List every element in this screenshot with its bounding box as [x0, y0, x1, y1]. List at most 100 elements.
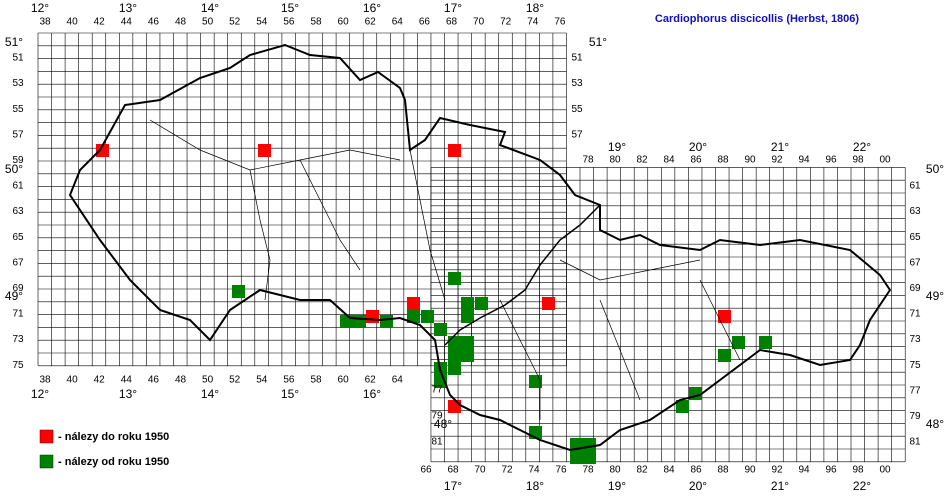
column-label: 74	[528, 465, 540, 476]
column-label: 76	[555, 465, 567, 476]
row-label: 59	[12, 155, 24, 166]
degree-label: 20°	[689, 140, 707, 154]
row-label: 51	[12, 53, 24, 64]
column-label: 44	[121, 17, 133, 28]
internal-border	[444, 204, 601, 346]
degree-label: 15°	[281, 1, 299, 15]
column-label: 00	[879, 465, 891, 476]
record-new	[421, 310, 434, 323]
column-label: 44	[121, 375, 133, 386]
column-label: 66	[420, 465, 432, 476]
legend-swatch	[39, 454, 54, 469]
border	[68, 43, 892, 452]
grid	[37, 32, 906, 463]
column-label: 90	[744, 155, 756, 166]
column-label: 46	[148, 375, 160, 386]
column-label: 86	[690, 465, 702, 476]
record-old	[448, 144, 461, 157]
row-label: 65	[909, 232, 921, 243]
record-new	[718, 349, 731, 362]
column-label: 88	[717, 155, 729, 166]
column-label: 54	[256, 17, 268, 28]
column-label: 66	[419, 17, 431, 28]
degree-label: 21°	[771, 479, 789, 493]
column-label: 54	[256, 375, 268, 386]
row-label: 69	[12, 283, 24, 294]
column-label: 52	[229, 375, 241, 386]
latitude-label: 49°	[5, 289, 23, 303]
column-label: 56	[283, 17, 295, 28]
degree-label: 19°	[608, 140, 626, 154]
latitude-label: 48°	[926, 417, 944, 431]
column-label: 84	[663, 465, 675, 476]
degree-label: 12°	[31, 1, 49, 15]
degree-label: 21°	[771, 140, 789, 154]
column-label: 74	[527, 17, 539, 28]
record-new	[461, 336, 474, 349]
row-label: 75	[12, 360, 24, 371]
row-label: 71	[909, 309, 921, 320]
row-label: 79	[909, 411, 921, 422]
title: Cardiophorus discicollis (Herbst, 1806)	[655, 13, 860, 25]
column-label: 48	[175, 375, 187, 386]
column-label: 70	[473, 17, 485, 28]
column-label: 94	[798, 155, 810, 166]
row-label: 73	[909, 334, 921, 345]
column-label: 98	[852, 155, 864, 166]
row-label: 77	[909, 385, 921, 396]
latitude-label: 51°	[5, 35, 23, 49]
row-label: 63	[909, 206, 921, 217]
row-label: 81	[909, 437, 921, 448]
legend-swatch	[39, 429, 54, 444]
latitude-label: 50°	[5, 162, 23, 176]
row-label: 61	[909, 181, 921, 192]
rivers	[149, 119, 741, 420]
row-label: 61	[12, 181, 24, 192]
degree-label: 17°	[444, 479, 462, 493]
column-label: 72	[501, 465, 513, 476]
column-label: 94	[798, 465, 810, 476]
column-label: 42	[94, 17, 106, 28]
column-label: 50	[202, 375, 214, 386]
record-new	[448, 272, 461, 285]
column-label: 58	[310, 17, 322, 28]
degree-label: 16°	[363, 387, 381, 401]
column-label: 42	[94, 375, 106, 386]
column-label: 80	[609, 465, 621, 476]
column-label: 68	[447, 465, 459, 476]
row-label: 55	[12, 104, 24, 115]
row-label: 81	[431, 437, 443, 448]
column-label: 60	[338, 375, 350, 386]
degree-label: 16°	[363, 1, 381, 15]
record-new	[461, 349, 474, 362]
column-label: 50	[202, 17, 214, 28]
column-label: 78	[582, 465, 594, 476]
degree-label: 18°	[526, 1, 544, 15]
column-label: 00	[879, 155, 891, 166]
column-label: 70	[474, 465, 486, 476]
record-new	[353, 315, 366, 328]
column-label: 92	[771, 155, 783, 166]
row-label: 67	[909, 257, 921, 268]
latitude-label: 50°	[926, 162, 944, 176]
column-label: 82	[636, 155, 648, 166]
record-old	[96, 144, 109, 157]
column-label: 98	[852, 465, 864, 476]
record-new	[461, 310, 474, 323]
record-new	[461, 297, 474, 310]
row-label: 63	[12, 206, 24, 217]
column-label: 40	[67, 17, 79, 28]
column-label: 88	[717, 465, 729, 476]
column-label: 38	[39, 17, 51, 28]
column-label: 76	[554, 17, 566, 28]
degree-label: 22°	[853, 479, 871, 493]
record-new	[434, 323, 447, 336]
record-new	[759, 336, 772, 349]
row-label: 53	[12, 78, 24, 89]
record-new	[340, 315, 353, 328]
column-label: 78	[582, 155, 594, 166]
legend-label: - nálezy do roku 1950	[58, 431, 169, 443]
latitude-label: 49°	[926, 289, 944, 303]
column-label: 92	[771, 465, 783, 476]
degree-label: 15°	[281, 387, 299, 401]
